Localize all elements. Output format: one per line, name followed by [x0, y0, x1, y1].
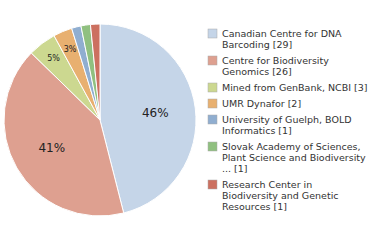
pie-slice [90, 24, 100, 120]
legend-swatch [208, 83, 217, 92]
legend-swatch [208, 115, 217, 124]
legend-label: Centre for BiodiversityGenomics [26] [222, 55, 329, 77]
chart-container: 46% 41% 5% 3% Canadian Centre for DNABarcodi… [0, 0, 380, 240]
legend-swatch [208, 142, 217, 151]
data-label: 46% [142, 106, 169, 120]
legend-label: University of Guelph, BOLDInformatics [1… [222, 114, 352, 136]
legend-swatch [208, 56, 217, 65]
chart: 46% 41% 5% 3% Canadian Centre for DNABarcodi… [0, 0, 380, 240]
data-label: 3% [64, 45, 77, 54]
legend-label: Mined from GenBank, NCBI [3] [222, 82, 368, 93]
data-label: 41% [38, 141, 65, 155]
pie [4, 24, 196, 216]
data-label: 5% [47, 54, 60, 63]
legend-label: UMR Dynafor [2] [222, 98, 301, 109]
legend-label: Slovak Academy of Sciences,Plant Science… [222, 141, 366, 174]
data-labels: 46% 41% 5% 3% [38, 45, 168, 155]
legend: Canadian Centre for DNABarcoding [29] Cen… [208, 28, 368, 212]
legend-swatch [208, 180, 217, 189]
pie-slice [81, 24, 100, 120]
legend-swatch [208, 99, 217, 108]
legend-swatch [208, 29, 217, 38]
legend-label: Research Center inBiodiversity and Genet… [222, 179, 339, 212]
legend-label: Canadian Centre for DNABarcoding [29] [222, 28, 342, 50]
